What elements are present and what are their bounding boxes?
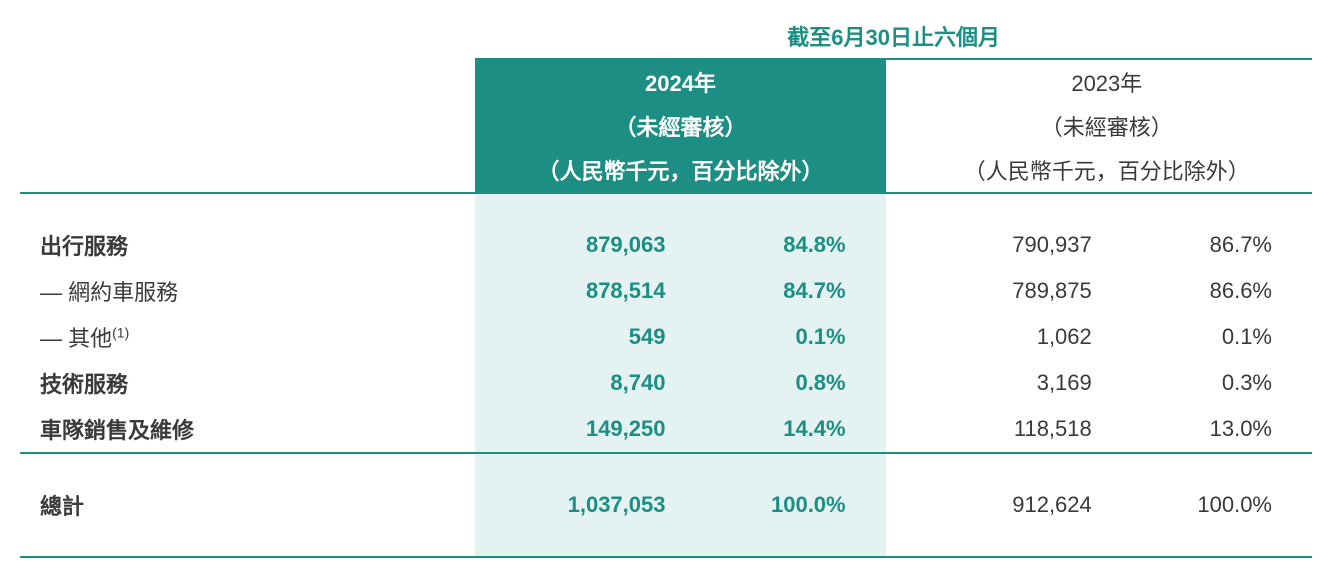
header-2023-audit: （未經審核） (902, 104, 1312, 148)
header-2024-unit: （人民幣千元，百分比除外） (475, 148, 885, 193)
header-2024-audit: （未經審核） (475, 104, 885, 148)
label-fleet: 車隊銷售及維修 (20, 406, 475, 453)
label-tech: 技術服務 (20, 360, 475, 406)
label-travel: 出行服務 (20, 222, 475, 268)
header-2023-year: 2023年 (902, 59, 1312, 104)
travel-2023-value: 790,937 (902, 222, 1132, 268)
row-tech: 技術服務 8,740 0.8% 3,169 0.3% (20, 360, 1312, 406)
ride-2024-pct: 84.7% (705, 268, 885, 314)
travel-2023-pct: 86.7% (1132, 222, 1312, 268)
tech-2024-value: 8,740 (475, 360, 705, 406)
total-2023-pct: 100.0% (1132, 482, 1312, 528)
period-title: 截至6月30日止六個月 (475, 20, 1312, 59)
ride-2023-value: 789,875 (902, 268, 1132, 314)
ride-2024-value: 878,514 (475, 268, 705, 314)
ride-2023-pct: 86.6% (1132, 268, 1312, 314)
header-2024-year: 2024年 (475, 59, 885, 104)
other-2023-pct: 0.1% (1132, 314, 1312, 360)
other-2024-pct: 0.1% (705, 314, 885, 360)
financial-table: 截至6月30日止六個月 2024年 2023年 （未經審核） （未經審核） （人… (20, 20, 1312, 558)
header-2023-unit: （人民幣千元，百分比除外） (902, 148, 1312, 193)
tech-2023-value: 3,169 (902, 360, 1132, 406)
tech-2024-pct: 0.8% (705, 360, 885, 406)
total-2023-value: 912,624 (902, 482, 1132, 528)
row-travel: 出行服務 879,063 84.8% 790,937 86.7% (20, 222, 1312, 268)
tech-2023-pct: 0.3% (1132, 360, 1312, 406)
other-2023-value: 1,062 (902, 314, 1132, 360)
fleet-2023-value: 118,518 (902, 406, 1132, 453)
travel-2024-value: 879,063 (475, 222, 705, 268)
row-ride: — 網約車服務 878,514 84.7% 789,875 86.6% (20, 268, 1312, 314)
label-other: — 其他(1) (20, 314, 475, 360)
fleet-2024-value: 149,250 (475, 406, 705, 453)
fleet-2023-pct: 13.0% (1132, 406, 1312, 453)
travel-2024-pct: 84.8% (705, 222, 885, 268)
row-total: 總計 1,037,053 100.0% 912,624 100.0% (20, 482, 1312, 528)
label-total: 總計 (20, 482, 475, 528)
total-2024-value: 1,037,053 (475, 482, 705, 528)
row-fleet: 車隊銷售及維修 149,250 14.4% 118,518 13.0% (20, 406, 1312, 453)
total-2024-pct: 100.0% (705, 482, 885, 528)
label-ride: — 網約車服務 (20, 268, 475, 314)
fleet-2024-pct: 14.4% (705, 406, 885, 453)
other-2024-value: 549 (475, 314, 705, 360)
row-other: — 其他(1) 549 0.1% 1,062 0.1% (20, 314, 1312, 360)
